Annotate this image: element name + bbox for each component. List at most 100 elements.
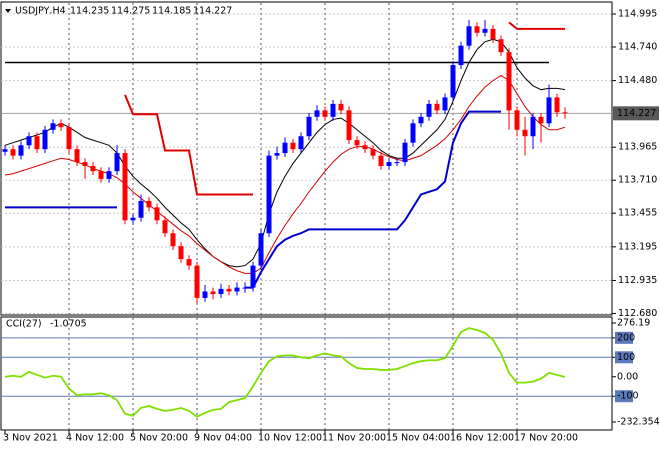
- candle-body: [266, 155, 272, 234]
- candle-body: [338, 103, 344, 111]
- candle-body: [186, 259, 192, 266]
- indicator-panel: [0, 316, 613, 431]
- candle-body: [98, 171, 104, 179]
- candle-body: [466, 26, 472, 46]
- y-tick-label: 0.00: [617, 371, 638, 382]
- candle-body: [66, 127, 72, 150]
- candle-body: [426, 103, 432, 117]
- level-label-bg: [615, 390, 633, 403]
- indicator-name: CCI(27): [6, 319, 42, 330]
- candle-body: [26, 136, 32, 146]
- candle-body: [330, 103, 336, 117]
- level-label-bg: [615, 351, 633, 364]
- candle-body: [418, 116, 424, 124]
- candle-body: [530, 116, 536, 137]
- candle-body: [74, 149, 80, 163]
- x-tick-label: 9 Nov 04:00: [194, 433, 252, 444]
- y-tick-label: -100: [617, 391, 639, 402]
- y-tick-label: 113.710: [618, 175, 657, 186]
- candle-body: [10, 149, 16, 156]
- overlay-line: [4, 74, 566, 274]
- candle-body: [202, 291, 208, 298]
- candle-body: [210, 291, 216, 295]
- candle-body: [450, 65, 456, 98]
- candle-body: [42, 129, 48, 150]
- candle-body: [538, 116, 544, 124]
- candle-body: [290, 142, 296, 150]
- x-tick-label: 11 Nov 20:00: [322, 433, 386, 444]
- candle-body: [322, 110, 328, 117]
- level-label-bg: [615, 331, 633, 344]
- candle-body: [2, 149, 8, 152]
- candle-body: [234, 287, 240, 292]
- candle-body: [250, 265, 256, 288]
- y-tick-label: 276.19: [617, 318, 650, 329]
- candle-body: [498, 39, 504, 53]
- candle-body: [314, 110, 320, 117]
- candle-body: [402, 142, 408, 163]
- close-value: 114.227: [193, 6, 232, 17]
- x-tick-label: 17 Nov 20:00: [514, 433, 578, 444]
- candle-body: [522, 129, 528, 137]
- menu-icon: [5, 9, 11, 13]
- candle-body: [554, 97, 560, 113]
- y-tick-label: 113.195: [618, 241, 657, 252]
- price-label-bg: [613, 106, 659, 121]
- candle-body: [170, 233, 176, 247]
- candle-body: [122, 153, 128, 221]
- candle-body: [274, 153, 280, 156]
- candle-body: [146, 200, 152, 208]
- x-tick-label: 5 Nov 20:00: [130, 433, 188, 444]
- candle-body: [474, 26, 480, 33]
- overlay-line: [4, 38, 566, 268]
- y-tick-label: 114.740: [618, 41, 657, 52]
- candle-body: [370, 149, 376, 156]
- candle-body: [386, 162, 392, 166]
- high-value: 114.275: [111, 6, 150, 17]
- candle-body: [154, 207, 160, 221]
- candle-body: [546, 97, 552, 124]
- candle-body: [482, 28, 488, 33]
- candle-body: [258, 233, 264, 266]
- candle-body: [194, 265, 200, 298]
- candle-body: [298, 136, 304, 150]
- open-value: 114.235: [70, 6, 109, 17]
- overlay-line: [124, 21, 565, 196]
- main-panel: [0, 1, 613, 316]
- candle-body: [458, 45, 464, 66]
- candle-body: [378, 155, 384, 166]
- x-tick-label: 3 Nov 2021: [3, 433, 58, 444]
- candle-body: [90, 165, 96, 172]
- candle-body: [354, 140, 360, 146]
- y-tick-label: 112.935: [618, 275, 657, 286]
- y-tick-label: 114.480: [618, 75, 657, 86]
- candle-body: [18, 145, 24, 156]
- y-tick-label: -232.3546: [617, 417, 660, 428]
- y-tick-label: 100: [617, 352, 635, 363]
- candle-body: [506, 52, 512, 111]
- candle-body: [178, 246, 184, 260]
- x-tick-label: 4 Nov 12:00: [66, 433, 124, 444]
- candle-body: [490, 28, 496, 40]
- y-tick-label: 114.995: [618, 8, 657, 19]
- candle-body: [106, 171, 112, 179]
- candle-body: [362, 145, 368, 150]
- candle-body: [514, 110, 520, 130]
- y-tick-label: 113.965: [618, 142, 657, 153]
- x-tick-label: 16 Nov 12:00: [450, 433, 514, 444]
- candle-body: [218, 288, 224, 295]
- candle-body: [242, 287, 248, 289]
- candle-body: [58, 123, 64, 128]
- candle-body: [130, 217, 136, 221]
- indicator-value: -1.0705: [50, 319, 87, 330]
- overlay-line: [5, 110, 501, 289]
- symbol: USDJPY,H4: [15, 6, 66, 17]
- candle-body: [226, 288, 232, 292]
- price-label: 114.227: [617, 108, 656, 119]
- low-value: 114.185: [152, 6, 191, 17]
- candle-body: [306, 116, 312, 137]
- candle-body: [34, 136, 40, 150]
- indicator-line: [4, 327, 566, 418]
- candle-body: [394, 162, 400, 164]
